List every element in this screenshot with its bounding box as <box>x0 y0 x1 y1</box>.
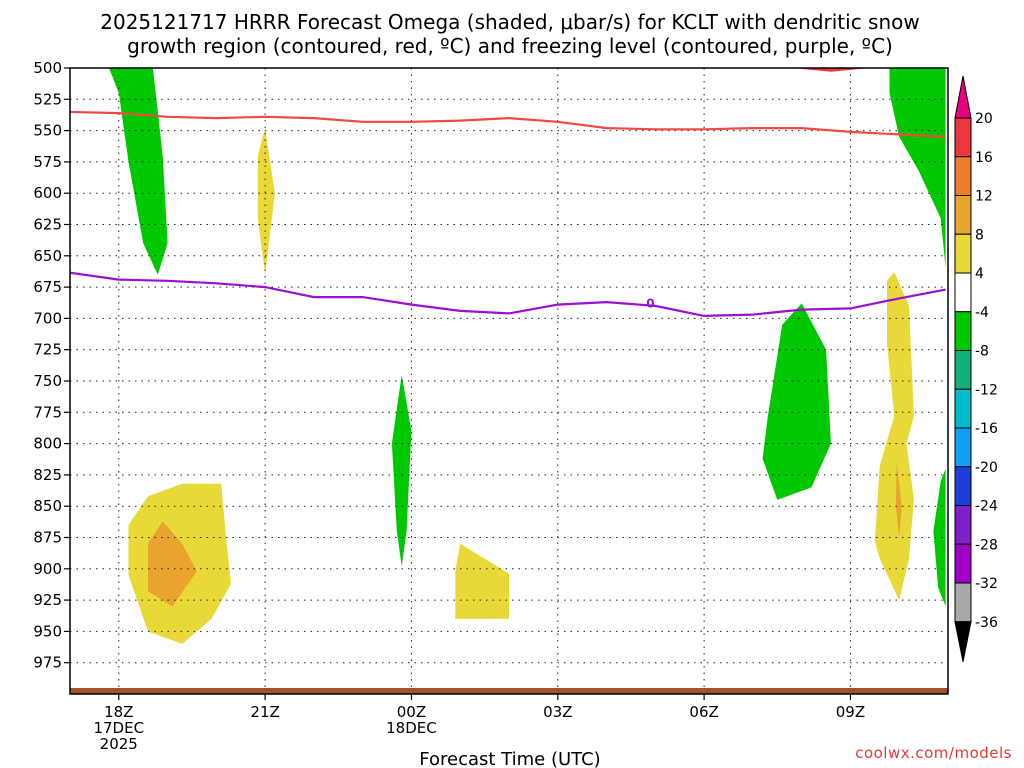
omega-region-orange-core-lower-left <box>148 521 197 607</box>
chart-title-line2: growth region (contoured, red, ºC) and f… <box>127 34 893 58</box>
colorbar-label-3: 8 <box>975 227 984 243</box>
y-tick-label-650: 650 <box>33 247 62 265</box>
colorbar-label-1: 16 <box>975 150 993 166</box>
colorbar-segment-10 <box>954 505 972 545</box>
x-axis-label: Forecast Time (UTC) <box>419 749 600 768</box>
x-tick-label-18-2: 2025 <box>100 735 138 753</box>
colorbar-label-11: -28 <box>975 537 998 553</box>
colorbar-label-8: -16 <box>975 421 998 437</box>
y-tick-label-775: 775 <box>33 403 62 421</box>
colorbar-segment-2 <box>954 195 972 235</box>
y-tick-label-525: 525 <box>33 90 62 108</box>
colorbar-label-5: -4 <box>975 305 989 321</box>
y-tick-label-925: 925 <box>33 591 62 609</box>
y-tick-label-600: 600 <box>33 184 62 202</box>
omega-region-orange-spot-right <box>895 462 902 538</box>
colorbar-top-arrow <box>954 75 972 119</box>
omega-shaded-regions <box>109 68 946 644</box>
x-tick-label-18-0: 18Z <box>104 703 133 721</box>
colorbar-label-12: -32 <box>975 576 998 592</box>
y-tick-label-975: 975 <box>33 654 62 672</box>
y-tick-label-700: 700 <box>33 309 62 327</box>
colorbar-label-7: -12 <box>975 382 998 398</box>
omega-region-green-upper-right <box>889 68 946 269</box>
y-axis: 500 525 550 575 600 625 650 675 700 725 750 775 800 8… <box>33 59 70 672</box>
x-tick-label-30-0: 06Z <box>689 703 718 721</box>
chart-title-line1: 2025121717 HRRR Forecast Omega (shaded, … <box>100 10 919 34</box>
omega-region-green-right-mid <box>762 303 831 500</box>
colorbar-segment-7 <box>954 388 972 429</box>
y-tick-label-950: 950 <box>33 622 62 640</box>
y-tick-label-575: 575 <box>33 153 62 171</box>
y-tick-label-875: 875 <box>33 529 62 547</box>
freezing-level-line <box>70 271 946 318</box>
x-tick-label-24-0: 00Z <box>397 703 426 721</box>
colorbar-label-4: 4 <box>975 266 984 282</box>
y-tick-label-900: 900 <box>33 560 62 578</box>
colorbar-label-10: -24 <box>975 499 998 515</box>
colorbar-segment-3 <box>954 233 972 274</box>
y-tick-label-850: 850 <box>33 497 62 515</box>
colorbar-segment-8 <box>954 427 972 468</box>
y-tick-label-825: 825 <box>33 466 62 484</box>
y-tick-label-750: 750 <box>33 372 62 390</box>
x-tick-label-18-1: 17DEC <box>93 719 144 737</box>
y-tick-label-500: 500 <box>33 59 62 77</box>
y-tick-label-800: 800 <box>33 435 62 453</box>
colorbar-label-13: -36 <box>975 615 998 631</box>
colorbar-segment-5 <box>954 311 972 351</box>
colorbar-bottom-arrow <box>954 621 972 662</box>
y-tick-label-625: 625 <box>33 216 62 234</box>
colorbar-segment-12 <box>954 582 972 623</box>
y-tick-label-725: 725 <box>33 341 62 359</box>
credit-text: coolwx.com/models <box>855 744 1012 762</box>
y-tick-label-550: 550 <box>33 122 62 140</box>
x-tick-label-24-1: 18DEC <box>386 719 437 737</box>
contour-lines: 0 <box>70 110 946 318</box>
ground-surface-bar <box>70 688 948 694</box>
colorbar-label-9: -20 <box>975 460 998 476</box>
colorbar-label-0: 20 <box>975 111 993 127</box>
omega-region-green-mid-low <box>391 374 412 567</box>
dgz-contour-line <box>70 110 946 138</box>
colorbar-segment-4 <box>954 272 972 313</box>
x-tick-label-27-0: 03Z <box>543 703 572 721</box>
omega-region-green-column-left <box>109 68 168 275</box>
colorbar-segment-0 <box>954 117 972 158</box>
colorbar-segment-11 <box>954 543 972 584</box>
omega-region-yellow-column-right <box>874 272 914 601</box>
x-tick-label-21-0: 21Z <box>250 703 279 721</box>
omega-region-yellow-small-mid <box>455 543 509 619</box>
colorbar-segment-6 <box>954 350 972 390</box>
colorbar-segment-1 <box>954 156 972 196</box>
colorbar-segment-9 <box>954 466 972 506</box>
y-tick-label-675: 675 <box>33 278 62 296</box>
x-tick-label-33-0: 09Z <box>836 703 865 721</box>
colorbar-label-6: -8 <box>975 344 989 360</box>
omega-region-yellow-thin-upper <box>257 128 275 275</box>
colorbar-label-2: 12 <box>975 189 993 205</box>
omega-region-green-right-edge <box>933 468 946 607</box>
plot-grid <box>70 68 948 694</box>
colorbar-legend: 20 16 12 8 4 -4 -8 -12 -16 -20 -24 -28 -32 -36 <box>954 75 998 662</box>
freezing-level-label: 0 <box>646 296 654 310</box>
